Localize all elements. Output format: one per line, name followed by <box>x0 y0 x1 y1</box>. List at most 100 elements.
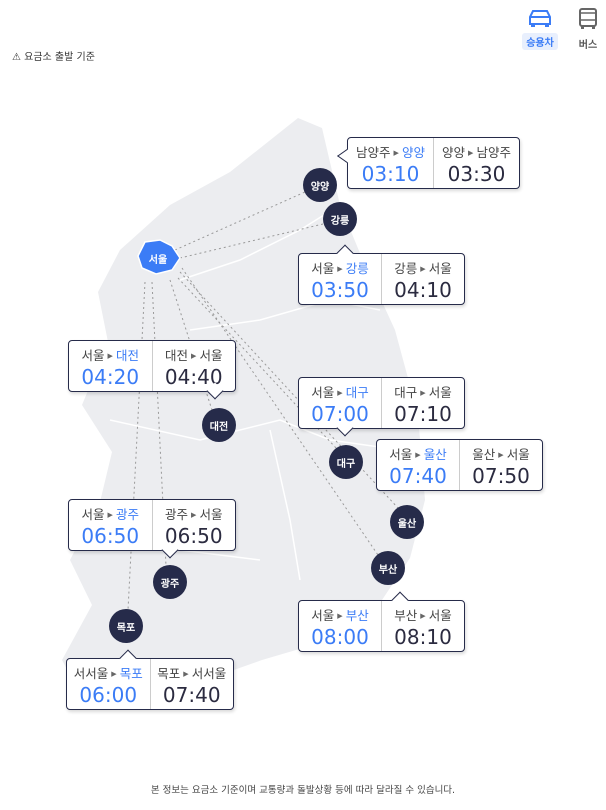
route-box-mokpo: 서서울 ▶ 목포 06:00 목포 ▶ 서서울 07:40 <box>66 649 234 710</box>
from: 부산 <box>394 608 418 623</box>
to: 대전 <box>115 348 139 363</box>
to: 대구 <box>345 385 369 400</box>
route-box-yangyang: 남양주 ▶ 양양 03:10 양양 ▶ 남양주 03:30 <box>337 137 520 189</box>
from: 대전 <box>165 348 189 363</box>
inbound-time: 07:50 <box>472 464 530 488</box>
from: 서울 <box>311 261 335 276</box>
car-tab[interactable]: 승용차 <box>522 8 558 50</box>
arrow-icon: ▶ <box>107 352 113 360</box>
outbound-time: 08:00 <box>311 625 369 649</box>
route-box-gangneung: 서울 ▶ 강릉 03:50 강릉 ▶ 서울 04:10 <box>298 244 465 305</box>
warning-icon: ⚠ <box>12 52 21 63</box>
from: 강릉 <box>394 261 418 276</box>
inbound: 강릉 ▶ 서울 04:10 <box>381 254 464 304</box>
outbound: 서울 ▶ 강릉 03:50 <box>299 254 381 304</box>
bus-icon <box>579 8 597 29</box>
to: 서울 <box>199 348 223 363</box>
arrow-icon: ▶ <box>337 612 343 620</box>
arrow-icon: ▶ <box>191 511 197 519</box>
from: 서울 <box>311 608 335 623</box>
from: 광주 <box>165 507 189 522</box>
city-gangneung[interactable]: 강릉 <box>323 202 357 236</box>
outbound: 남양주 ▶ 양양 03:10 <box>348 138 433 188</box>
outbound-time: 07:40 <box>389 464 447 488</box>
car-icon <box>529 10 551 27</box>
notice-text: 요금소 출발 기준 <box>24 52 95 63</box>
city-busan[interactable]: 부산 <box>371 551 405 585</box>
bus-tab-label: 버스 <box>578 40 598 51</box>
route-box-daegu: 서울 ▶ 대구 07:00 대구 ▶ 서울 07:10 <box>298 377 465 437</box>
inbound: 대구 ▶ 서울 07:10 <box>381 378 464 428</box>
province-borders <box>99 204 401 581</box>
outbound: 서울 ▶ 부산 08:00 <box>299 601 381 651</box>
inbound-time: 07:40 <box>162 683 221 707</box>
to: 서울 <box>199 507 223 522</box>
arrow-icon: ▶ <box>107 511 113 519</box>
arrow-icon: ▶ <box>191 352 197 360</box>
from: 목포 <box>157 666 181 681</box>
arrow-icon: ▶ <box>393 149 399 157</box>
route-box-ulsan: 서울 ▶ 울산 07:40 울산 ▶ 서울 07:50 <box>376 439 543 491</box>
to: 울산 <box>423 447 447 462</box>
city-gwangju[interactable]: 광주 <box>153 565 187 599</box>
from: 울산 <box>472 447 496 462</box>
notice: ⚠ 요금소 출발 기준 <box>12 48 95 63</box>
arrow-icon: ▶ <box>420 265 426 273</box>
inbound: 광주 ▶ 서울 06:50 <box>151 500 236 550</box>
arrow-icon: ▶ <box>337 389 343 397</box>
from: 서울 <box>81 348 105 363</box>
outbound: 서울 ▶ 울산 07:40 <box>377 440 459 490</box>
to: 서울 <box>428 385 452 400</box>
from: 서울 <box>389 447 413 462</box>
from: 서울 <box>311 385 335 400</box>
inbound-time: 07:10 <box>394 402 452 426</box>
outbound-time: 04:20 <box>81 365 140 389</box>
outbound-time: 06:00 <box>79 683 138 707</box>
city-daejeon[interactable]: 대전 <box>202 408 236 442</box>
to: 광주 <box>115 507 139 522</box>
from: 서서울 <box>73 666 109 681</box>
arrow-icon: ▶ <box>337 265 343 273</box>
inbound-time: 06:50 <box>164 524 223 548</box>
to: 서울 <box>428 608 452 623</box>
outbound-time: 03:10 <box>361 162 420 186</box>
outbound-time: 03:50 <box>311 278 369 302</box>
outbound: 서서울 ▶ 목포 06:00 <box>67 659 150 709</box>
arrow-icon: ▶ <box>420 389 426 397</box>
route-box-busan: 서울 ▶ 부산 08:00 부산 ▶ 서울 08:10 <box>298 591 465 652</box>
to: 서울 <box>428 261 452 276</box>
arrow-icon: ▶ <box>468 149 474 157</box>
arrow-icon: ▶ <box>183 670 189 678</box>
arrow-icon: ▶ <box>420 612 426 620</box>
seoul-shape <box>137 239 181 275</box>
inbound: 목포 ▶ 서서울 07:40 <box>149 659 234 709</box>
inbound: 울산 ▶ 서울 07:50 <box>459 440 542 490</box>
city-seoul[interactable]: 서울 <box>148 254 168 266</box>
to: 목포 <box>119 666 143 681</box>
route-box-daejeon: 서울 ▶ 대전 04:20 대전 ▶ 서울 04:40 <box>68 340 236 400</box>
outbound: 서울 ▶ 대구 07:00 <box>299 378 381 428</box>
to: 서서울 <box>191 666 227 681</box>
outbound-time: 06:50 <box>81 524 140 548</box>
car-tab-label: 승용차 <box>522 33 558 50</box>
to: 부산 <box>345 608 369 623</box>
to: 강릉 <box>345 261 369 276</box>
arrow-icon: ▶ <box>415 451 421 459</box>
to: 남양주 <box>476 145 511 160</box>
from: 대구 <box>394 385 418 400</box>
from: 서울 <box>81 507 105 522</box>
city-ulsan[interactable]: 울산 <box>390 505 424 539</box>
from: 양양 <box>442 145 466 160</box>
inbound-time: 03:30 <box>447 162 506 186</box>
route-box-gwangju: 서울 ▶ 광주 06:50 광주 ▶ 서울 06:50 <box>68 499 236 559</box>
from: 남양주 <box>356 145 391 160</box>
city-daegu[interactable]: 대구 <box>329 445 363 479</box>
outbound: 서울 ▶ 대전 04:20 <box>69 341 152 391</box>
bus-tab[interactable]: 버스 <box>570 8 606 52</box>
inbound-time: 04:40 <box>164 365 223 389</box>
to: 양양 <box>401 145 425 160</box>
inbound: 대전 ▶ 서울 04:40 <box>151 341 236 391</box>
city-yangyang[interactable]: 양양 <box>303 168 337 202</box>
arrow-icon: ▶ <box>111 670 117 678</box>
city-mokpo[interactable]: 목포 <box>109 609 143 643</box>
